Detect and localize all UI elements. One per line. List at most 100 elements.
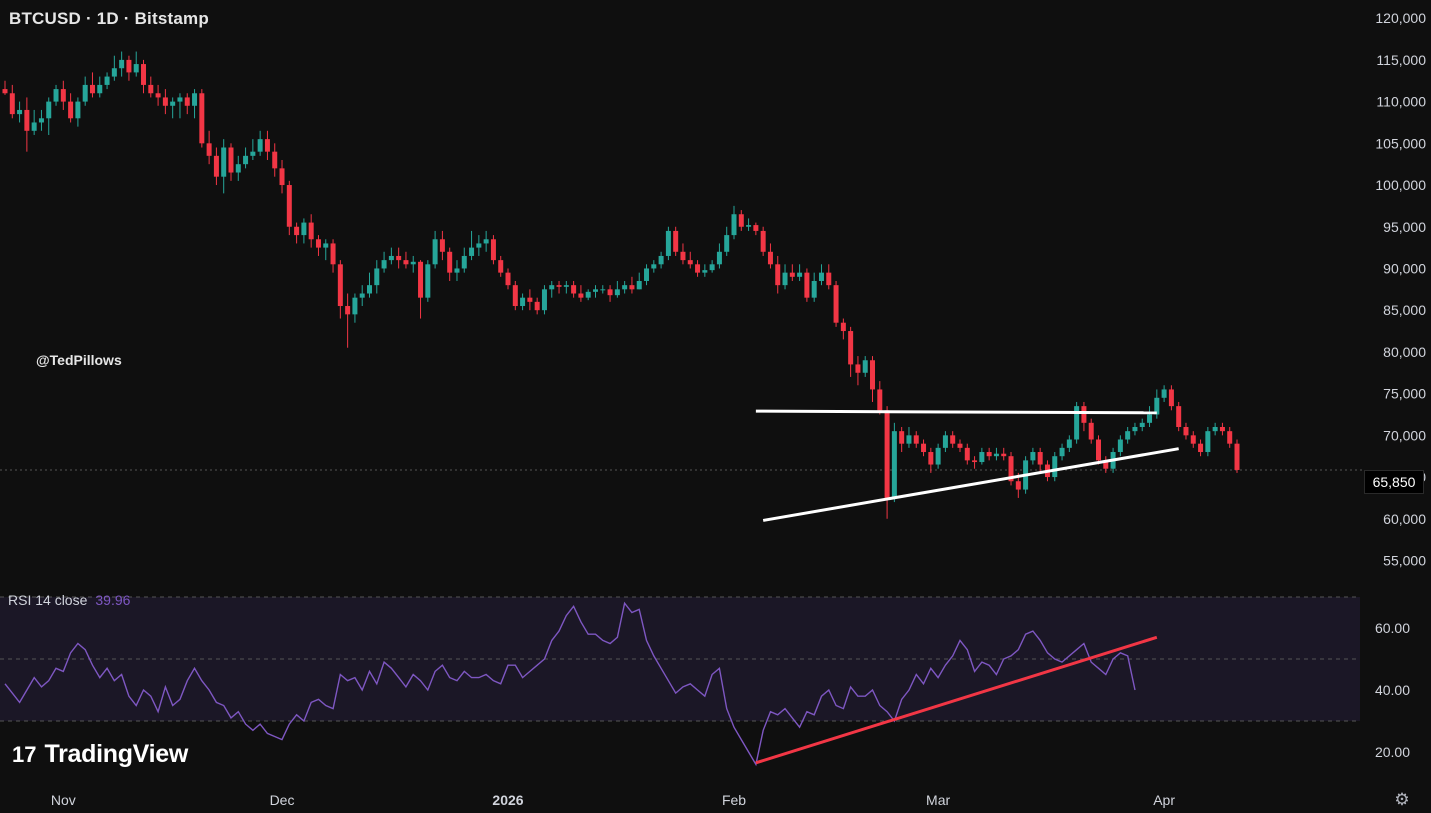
candle (454, 268, 460, 273)
candle (1001, 453, 1007, 457)
candle (651, 264, 657, 269)
y-tick-label: 110,000 (1376, 94, 1426, 110)
tradingview-brand: TradingView (44, 740, 188, 768)
candle (257, 139, 263, 152)
candle (1030, 452, 1036, 461)
rsi-tick-label: 40.00 (1375, 682, 1410, 698)
candle (1139, 422, 1145, 427)
candle (695, 264, 701, 273)
candle (82, 84, 88, 102)
y-tick-label: 95,000 (1383, 219, 1426, 235)
candle (833, 285, 839, 323)
candle (490, 239, 496, 261)
candle (541, 289, 547, 311)
rsi-tick-label: 20.00 (1375, 744, 1410, 760)
candle (644, 268, 650, 281)
candle (403, 260, 409, 265)
candle (921, 443, 927, 453)
candle (899, 431, 905, 444)
candle (221, 147, 227, 177)
candle (418, 261, 424, 298)
candle (111, 68, 117, 77)
candle (38, 118, 44, 123)
rsi-value: 39.96 (95, 592, 131, 608)
candle (600, 289, 606, 291)
candle (607, 289, 613, 296)
rsi-line (4, 601, 1136, 767)
candle (1008, 456, 1014, 482)
candle (1198, 443, 1204, 453)
candle (483, 239, 489, 244)
candle (848, 331, 854, 365)
candle (141, 64, 147, 85)
candle (396, 255, 402, 261)
support-trendline (762, 447, 1179, 522)
candle (680, 251, 686, 261)
candle (811, 280, 817, 298)
rsi-tick-label: 60.00 (1375, 620, 1410, 636)
candle (724, 235, 730, 252)
candle (53, 89, 59, 102)
candle (345, 306, 351, 315)
candle (556, 285, 562, 287)
candle (374, 268, 380, 286)
current-price-tag: 65,850 (1364, 470, 1424, 494)
candle (571, 285, 577, 294)
candle (228, 147, 234, 173)
gear-icon[interactable]: ⚙ (1394, 790, 1410, 809)
candle (1212, 426, 1218, 432)
candle (199, 93, 205, 144)
candle (950, 435, 956, 444)
candle (1037, 452, 1043, 465)
candle (534, 301, 540, 311)
candle (870, 360, 876, 390)
candle (17, 109, 23, 115)
x-tick-label: 2026 (492, 792, 523, 808)
candle (1154, 397, 1160, 415)
candle (753, 225, 759, 231)
candle (702, 270, 708, 273)
candle (884, 410, 890, 498)
candle (1183, 426, 1189, 436)
candle (286, 185, 292, 227)
candle (315, 239, 321, 248)
candle (906, 435, 912, 444)
candle (352, 297, 358, 315)
candle (1147, 414, 1153, 423)
candle (972, 460, 978, 463)
rsi-label: RSI 14 close (8, 592, 88, 608)
candle (520, 297, 526, 307)
candle (1234, 443, 1240, 470)
candle (673, 230, 679, 252)
candle (760, 230, 766, 252)
candle (993, 453, 999, 457)
rsi-legend[interactable]: RSI 14 close 39.96 (8, 592, 130, 608)
candle (498, 260, 504, 273)
candle (104, 76, 110, 85)
y-tick-label: 120,000 (1375, 10, 1426, 26)
candle (862, 360, 868, 373)
candle (964, 447, 970, 461)
candle (986, 452, 992, 457)
x-tick-label: Nov (51, 792, 76, 808)
candle (170, 101, 176, 106)
candle (1096, 439, 1101, 461)
candle (46, 101, 52, 119)
candle (1176, 406, 1182, 427)
candle (60, 89, 66, 102)
candle (367, 285, 372, 294)
candle (687, 260, 693, 265)
y-tick-label: 90,000 (1383, 260, 1426, 276)
candle (31, 122, 37, 131)
candle (797, 272, 803, 277)
x-tick-label: Dec (270, 792, 295, 808)
candle (855, 364, 861, 373)
x-tick-label: Apr (1153, 792, 1175, 808)
candle (1052, 456, 1058, 478)
tradingview-logo[interactable]: 17 TradingView (12, 740, 188, 769)
candle (709, 264, 715, 271)
candle (461, 255, 467, 269)
candle (177, 97, 183, 102)
candle (629, 285, 635, 290)
